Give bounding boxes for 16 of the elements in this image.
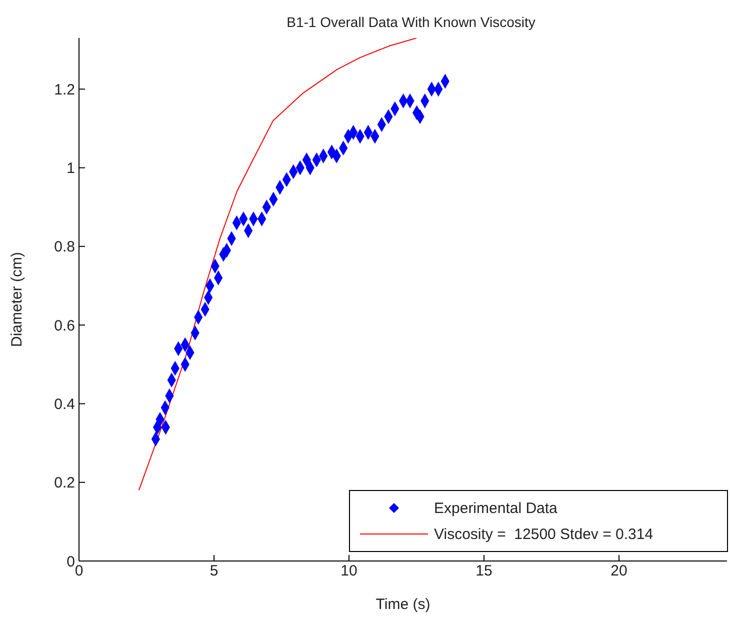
y-tick-label: 1: [66, 160, 75, 178]
y-tick-label: 0.6: [54, 317, 75, 334]
y-tick-label: 0.2: [54, 474, 75, 492]
x-axis-title: Time (s): [376, 596, 430, 613]
y-tick-label: 0.8: [54, 238, 75, 256]
legend-label: Experimental Data: [434, 500, 558, 516]
chart-title: B1-1 Overall Data With Known Viscosity: [286, 14, 536, 30]
x-tick-label: 5: [210, 562, 218, 580]
y-tick-label: 1.2: [54, 81, 75, 98]
line-series: [138, 38, 417, 491]
legend-label: Viscosity = 12500 Stdev = 0.314: [434, 526, 654, 542]
y-axis-title: Diameter (cm): [8, 252, 26, 348]
x-tick-label: 20: [610, 562, 628, 580]
x-tick-label: 15: [476, 562, 492, 580]
x-tick-label: 10: [340, 562, 358, 580]
y-tick-label: 0.4: [54, 396, 75, 414]
